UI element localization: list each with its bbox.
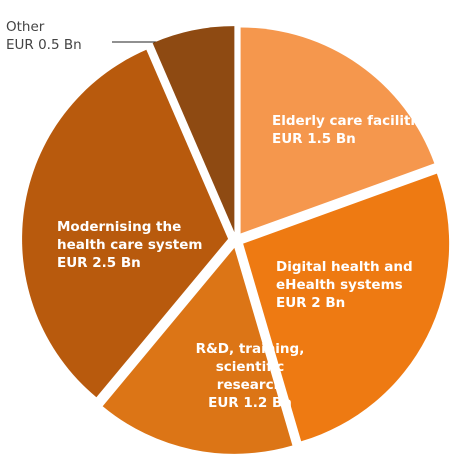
value-label: EUR 0.5 Bn <box>6 37 82 53</box>
value-label: EUR 1.2 Bn <box>208 395 292 411</box>
slice-label: R&D, training, scientific research EUR 1.… <box>195 340 305 412</box>
pie-slice <box>102 247 293 454</box>
category-label: Other <box>6 19 45 35</box>
pie-slice <box>22 49 229 398</box>
slice-label: Other EUR 0.5 Bn <box>6 18 116 54</box>
category-label: Digital health and eHealth systems <box>276 259 413 293</box>
pie-slice <box>243 173 450 442</box>
category-label: R&D, training, scientific research <box>195 341 305 393</box>
value-label: EUR 2.5 Bn <box>57 255 141 271</box>
slice-label: Elderly care facilities EUR 1.5 Bn <box>272 112 442 148</box>
category-label: Elderly care facilities <box>272 113 433 129</box>
slice-label: Digital health and eHealth systems EUR 2 … <box>276 258 426 312</box>
value-label: EUR 2 Bn <box>276 295 346 311</box>
slice-label: Modernising the health care system EUR 2.… <box>57 218 217 272</box>
value-label: EUR 1.5 Bn <box>272 131 356 147</box>
pie-slice <box>152 26 235 233</box>
pie-slice <box>240 27 435 234</box>
category-label: Modernising the health care system <box>57 219 203 253</box>
